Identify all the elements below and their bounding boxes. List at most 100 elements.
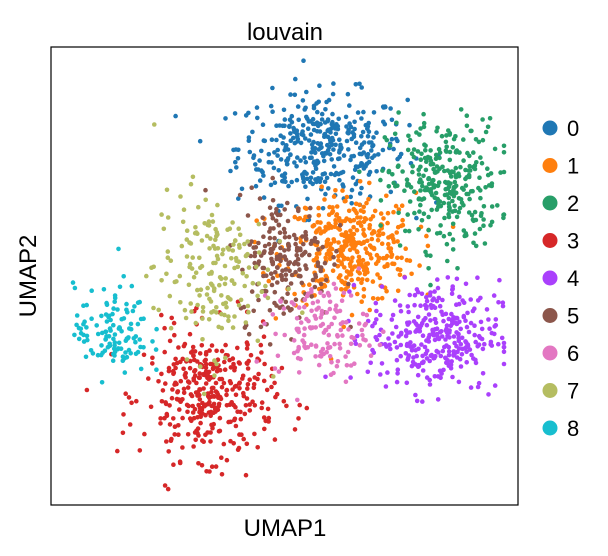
point-cluster-3 [142, 431, 147, 437]
point-cluster-4 [382, 342, 388, 347]
point-cluster-2 [456, 209, 462, 215]
point-cluster-6 [275, 353, 281, 359]
point-cluster-0 [300, 123, 306, 128]
point-cluster-3 [181, 366, 186, 372]
point-cluster-0 [305, 196, 310, 202]
point-cluster-6 [361, 337, 366, 342]
point-cluster-3 [166, 449, 171, 454]
point-cluster-0 [389, 136, 395, 142]
point-cluster-4 [458, 326, 464, 332]
point-cluster-3 [209, 385, 215, 391]
point-cluster-4 [371, 350, 377, 356]
point-cluster-5 [262, 243, 268, 249]
point-cluster-0 [317, 179, 323, 185]
point-cluster-5 [276, 222, 282, 228]
point-cluster-4 [394, 357, 400, 363]
point-cluster-1 [375, 296, 381, 302]
point-cluster-0 [232, 111, 238, 116]
point-cluster-7 [207, 246, 212, 251]
point-cluster-8 [89, 316, 94, 322]
point-cluster-7 [177, 273, 183, 279]
point-cluster-5 [309, 294, 315, 299]
point-cluster-0 [288, 92, 293, 97]
point-cluster-3 [191, 353, 196, 359]
point-cluster-5 [293, 297, 299, 303]
point-cluster-1 [319, 229, 325, 234]
point-cluster-5 [272, 243, 278, 249]
point-cluster-6 [296, 346, 302, 352]
point-cluster-5 [293, 236, 299, 242]
point-cluster-0 [279, 173, 285, 178]
point-cluster-4 [394, 345, 400, 350]
point-cluster-2 [466, 210, 472, 215]
point-cluster-0 [357, 145, 363, 151]
point-cluster-5 [262, 249, 267, 254]
point-cluster-0 [268, 103, 274, 109]
point-cluster-1 [331, 237, 337, 242]
series-2 [357, 107, 507, 288]
point-cluster-2 [446, 180, 451, 185]
point-cluster-8 [106, 334, 112, 339]
point-cluster-3 [208, 409, 214, 415]
point-cluster-1 [325, 237, 331, 243]
point-cluster-4 [454, 343, 459, 349]
point-cluster-5 [285, 200, 290, 206]
point-cluster-5 [303, 236, 309, 241]
point-cluster-4 [424, 295, 429, 300]
point-cluster-2 [444, 144, 450, 150]
point-cluster-6 [329, 321, 335, 327]
point-cluster-1 [351, 224, 356, 230]
point-cluster-4 [392, 298, 398, 303]
point-cluster-3 [166, 368, 172, 374]
point-cluster-2 [433, 156, 439, 161]
point-cluster-2 [410, 169, 415, 175]
point-cluster-4 [431, 304, 436, 309]
point-cluster-2 [386, 168, 392, 174]
point-cluster-6 [343, 320, 349, 325]
point-cluster-7 [187, 264, 192, 270]
point-cluster-4 [486, 392, 491, 397]
point-cluster-1 [352, 264, 358, 269]
point-cluster-4 [443, 328, 449, 333]
point-cluster-2 [472, 231, 478, 236]
legend-item-7: 7 [542, 379, 579, 404]
point-cluster-3 [222, 367, 228, 373]
point-cluster-2 [438, 223, 443, 228]
point-cluster-4 [450, 374, 455, 380]
point-cluster-7 [220, 251, 225, 257]
point-cluster-1 [377, 275, 383, 281]
point-cluster-4 [453, 315, 459, 321]
point-cluster-0 [320, 172, 326, 177]
point-cluster-4 [417, 325, 423, 331]
point-cluster-1 [391, 239, 397, 245]
point-cluster-0 [329, 121, 335, 127]
point-cluster-4 [434, 326, 440, 332]
point-cluster-4 [435, 374, 441, 379]
point-cluster-3 [240, 373, 246, 379]
point-cluster-4 [406, 309, 411, 315]
point-cluster-3 [159, 312, 164, 318]
point-cluster-2 [407, 199, 413, 204]
point-cluster-0 [314, 101, 319, 106]
point-cluster-6 [326, 293, 332, 298]
point-cluster-4 [463, 281, 469, 287]
point-cluster-3 [284, 403, 289, 409]
point-cluster-0 [331, 147, 336, 152]
point-cluster-1 [340, 188, 345, 193]
point-cluster-3 [203, 412, 208, 418]
point-cluster-3 [195, 389, 201, 395]
point-cluster-2 [444, 149, 449, 154]
point-cluster-5 [282, 248, 287, 253]
point-cluster-7 [200, 316, 205, 321]
point-cluster-1 [363, 261, 369, 267]
point-cluster-1 [355, 291, 360, 297]
point-cluster-4 [479, 326, 485, 332]
point-cluster-5 [293, 269, 298, 275]
point-cluster-5 [298, 273, 303, 279]
point-cluster-1 [367, 180, 372, 186]
point-cluster-8 [95, 352, 101, 358]
point-cluster-7 [214, 305, 219, 310]
point-cluster-8 [72, 332, 77, 338]
point-cluster-4 [426, 335, 432, 340]
point-cluster-2 [382, 135, 388, 140]
